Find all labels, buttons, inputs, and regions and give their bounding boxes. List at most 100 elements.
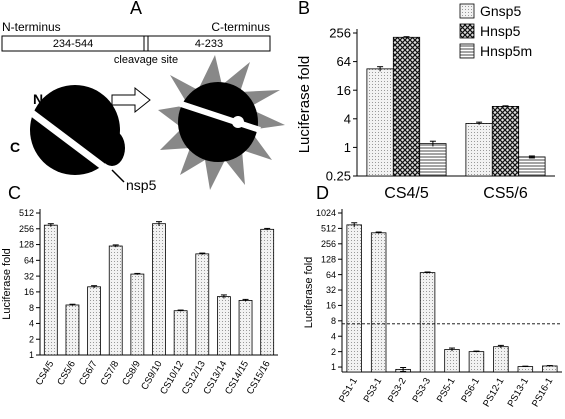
y-tick-label: 2	[29, 334, 34, 344]
bar	[392, 36, 421, 177]
error-bar	[400, 366, 407, 372]
x-tick-label: PS3-1	[362, 376, 385, 404]
y-tick-label: 512	[321, 224, 336, 234]
error-bar	[429, 140, 436, 147]
y-tick-label: 2	[331, 347, 336, 357]
y-tick-label: 128	[19, 240, 34, 250]
x-tick-label: PS3-2	[386, 376, 409, 404]
error-bar	[177, 309, 184, 312]
legend-label: Hnsp5m	[480, 43, 532, 59]
x-tick-label: PS12-1	[481, 376, 506, 409]
y-tick-label: 16	[326, 301, 336, 311]
box-label: 234-544	[53, 38, 93, 50]
bar	[468, 351, 485, 373]
error-bar	[264, 227, 271, 231]
cleavage-label: cleavage site	[114, 54, 178, 66]
y-axis-title: Luciferase fold	[296, 56, 313, 154]
y-tick-label: 1	[344, 140, 351, 155]
legend-label: Hnsp5	[480, 23, 521, 39]
x-tick-label: CS4/5	[384, 185, 429, 202]
error-bar	[220, 294, 227, 299]
panel-label: C	[8, 183, 21, 203]
bar	[130, 273, 145, 356]
c-label: C	[10, 139, 20, 155]
error-bar	[377, 66, 384, 72]
x-tick-label: CS6/7	[77, 359, 100, 387]
bar	[238, 300, 253, 356]
error-bar	[375, 231, 382, 234]
cell	[30, 85, 120, 175]
x-tick-label: PS1-1	[337, 376, 360, 404]
error-bar	[47, 223, 54, 227]
enzyme-label: nsp5	[126, 177, 157, 193]
enzyme	[99, 130, 125, 166]
x-tick-label: CS8/9	[120, 359, 143, 387]
y-tick-label: 64	[337, 54, 351, 69]
panel-label: A	[130, 0, 142, 18]
x-tick-label: CS5/6	[483, 185, 528, 202]
error-bar	[134, 272, 141, 275]
bar	[87, 286, 101, 356]
n-terminus: N-terminus	[2, 20, 61, 34]
error-bar	[199, 252, 206, 255]
y-tick-label: 4	[344, 111, 351, 126]
bar	[517, 366, 534, 373]
error-bar	[522, 365, 529, 368]
y-tick-label: 8	[331, 316, 336, 326]
bar	[518, 156, 546, 177]
error-bar	[91, 285, 98, 288]
error-bar	[403, 36, 410, 38]
y-tick-label: 8	[29, 303, 34, 313]
y-tick-label: 64	[326, 270, 336, 280]
protein-bar	[1, 35, 271, 52]
bar	[65, 304, 80, 356]
error-bar	[528, 155, 535, 159]
y-axis-title: Luciferase fold	[303, 257, 315, 329]
bar	[152, 223, 166, 356]
error-bar	[473, 350, 480, 353]
cleaved-substrate	[174, 99, 261, 133]
error-bar	[242, 298, 249, 302]
n-label: N	[33, 91, 43, 107]
panel-label: B	[298, 0, 310, 18]
error-bar	[156, 221, 162, 226]
legend-swatch	[459, 3, 475, 19]
error-bar	[424, 271, 431, 274]
error-bar	[502, 105, 509, 107]
x-tick-label: PS3-3	[410, 376, 433, 404]
y-tick-label: 1	[29, 350, 34, 360]
bar	[465, 123, 493, 177]
error-bar	[69, 303, 76, 306]
error-bar	[476, 121, 483, 125]
x-tick-label: PS16-1	[530, 376, 555, 409]
active-site	[232, 116, 244, 128]
legend-swatch	[459, 43, 475, 59]
y-axis-title: Luciferase fold	[1, 248, 13, 320]
bar	[419, 272, 436, 373]
y-tick-label: 32	[24, 271, 34, 281]
x-tick-label: CS4/5	[34, 359, 57, 387]
error-bar	[497, 344, 504, 349]
cell	[178, 82, 258, 162]
panel-a: A N-terminus C-terminus 234-544 4-233 cl…	[1, 0, 285, 193]
y-tick-label: 256	[321, 239, 336, 249]
legend-label: Gnsp5	[480, 3, 521, 19]
bar	[419, 143, 447, 177]
bar	[43, 224, 58, 356]
bar	[366, 68, 394, 177]
x-tick-label: PS6-1	[459, 376, 482, 404]
bar	[260, 228, 275, 356]
y-tick-label: 4	[331, 331, 336, 341]
error-bar	[449, 347, 455, 352]
bar	[444, 349, 460, 373]
bar	[217, 296, 231, 356]
substrate	[25, 107, 108, 171]
y-tick-label: 1	[331, 362, 336, 372]
y-tick-label: 128	[321, 254, 336, 264]
bar	[491, 105, 520, 177]
c-terminus: C-terminus	[211, 20, 270, 34]
bar	[346, 224, 362, 373]
y-tick-label: 256	[329, 26, 351, 41]
y-tick-label: 256	[19, 224, 34, 234]
